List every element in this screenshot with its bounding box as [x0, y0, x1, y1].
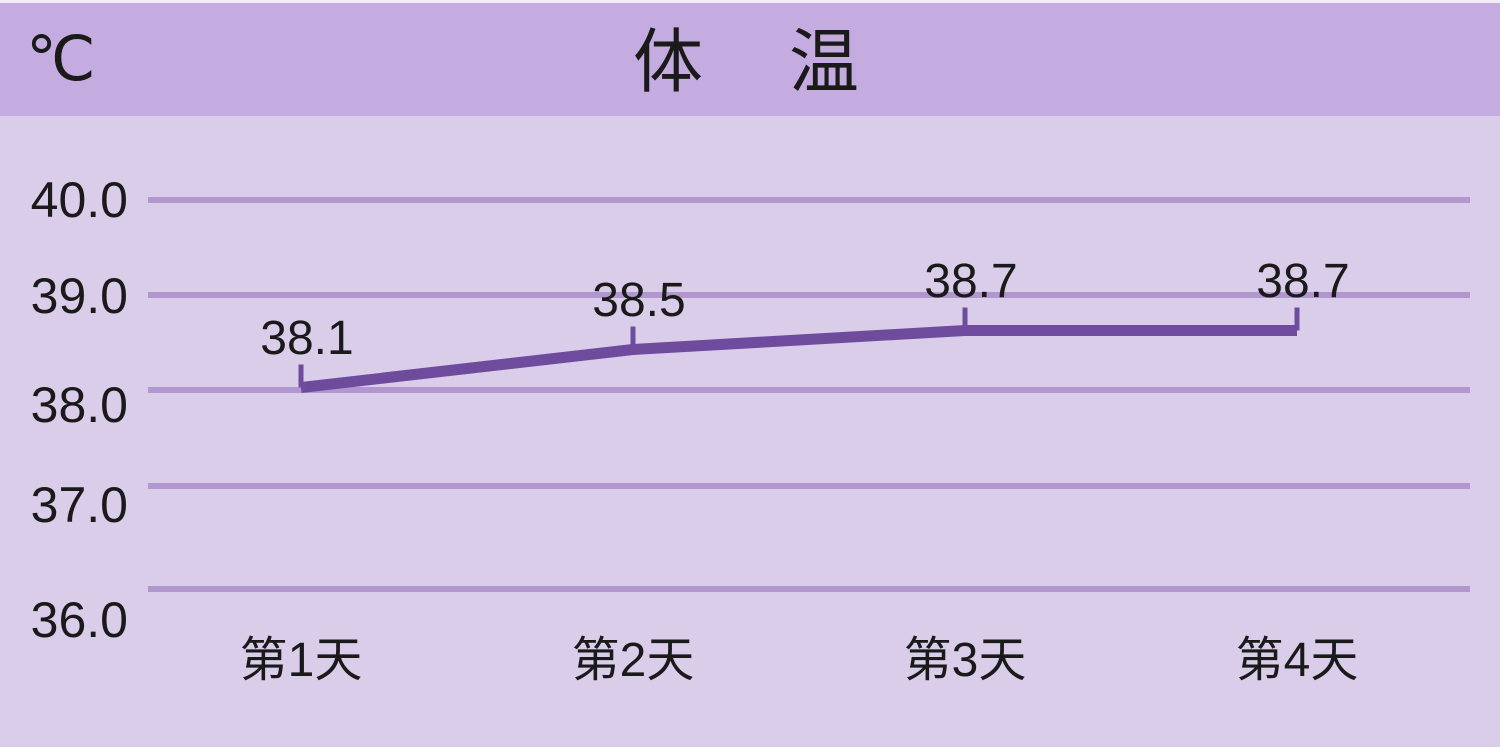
chart-title: 体 温	[633, 23, 867, 101]
y-tick-label: 37.0	[30, 477, 128, 533]
data-point-value-label: 38.5	[592, 273, 686, 327]
y-tick-label: 40.0	[30, 172, 128, 228]
y-tick-label: 36.0	[30, 592, 128, 648]
bottom-border-strip	[0, 747, 1500, 756]
x-tick-label: 第4天	[1235, 634, 1359, 687]
y-axis-unit-label: ℃	[26, 25, 96, 94]
gridline-36.0	[148, 586, 1470, 592]
data-point-value-label: 38.7	[1256, 254, 1350, 308]
x-tick-label: 第3天	[903, 634, 1027, 687]
x-tick-label: 第2天	[571, 634, 695, 687]
top-border-strip	[0, 0, 1500, 3]
gridline-39.0	[148, 292, 1470, 298]
gridline-37.0	[148, 483, 1470, 489]
data-point-value-label: 38.7	[924, 254, 1018, 308]
temperature-polyline	[300, 325, 1297, 393]
y-tick-label: 38.0	[30, 377, 128, 433]
x-tick-label: 第1天	[239, 634, 363, 687]
gridline-40.0	[148, 197, 1470, 203]
data-point-value-label: 38.1	[260, 311, 354, 365]
gridline-38.0	[148, 387, 1470, 393]
chart-header: ℃ 体 温	[0, 3, 1500, 116]
y-tick-label: 39.0	[30, 268, 128, 324]
